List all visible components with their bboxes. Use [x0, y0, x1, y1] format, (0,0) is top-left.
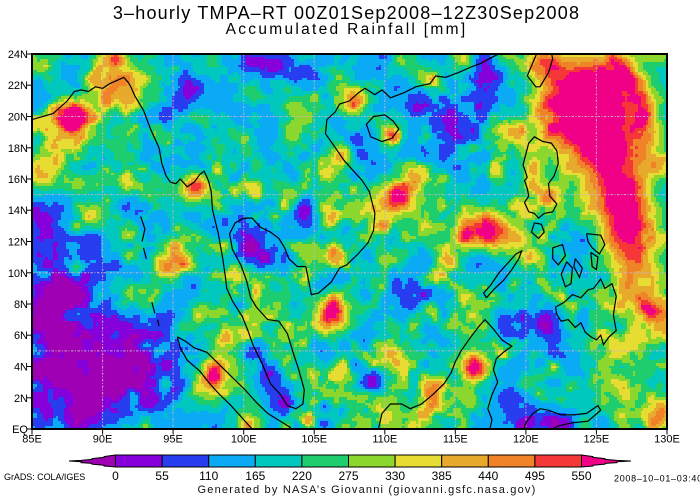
svg-text:18N: 18N — [8, 143, 28, 155]
svg-text:110: 110 — [199, 469, 218, 483]
svg-text:6N: 6N — [14, 330, 28, 342]
svg-text:130E: 130E — [654, 434, 680, 446]
svg-text:4N: 4N — [14, 362, 28, 374]
svg-text:95E: 95E — [163, 434, 183, 446]
svg-text:Generated by NASA’s Giovanni (: Generated by NASA’s Giovanni (giovanni.g… — [198, 484, 537, 496]
svg-text:24N: 24N — [8, 49, 28, 61]
svg-text:85E: 85E — [22, 434, 42, 446]
svg-text:110E: 110E — [372, 434, 397, 446]
svg-text:22N: 22N — [8, 80, 28, 92]
svg-text:105E: 105E — [301, 434, 327, 446]
svg-text:115E: 115E — [443, 434, 468, 446]
svg-text:125E: 125E — [584, 434, 610, 446]
svg-text:EQ: EQ — [12, 424, 28, 436]
svg-text:8N: 8N — [14, 299, 28, 311]
svg-text:220: 220 — [292, 469, 312, 483]
svg-text:0: 0 — [112, 469, 119, 483]
svg-text:10N: 10N — [8, 268, 28, 280]
svg-text:90E: 90E — [93, 434, 113, 446]
svg-text:3–hourly TMPA–RT 00Z01Sep2008–: 3–hourly TMPA–RT 00Z01Sep2008–12Z30Sep20… — [113, 3, 580, 23]
svg-text:14N: 14N — [8, 205, 28, 217]
svg-text:495: 495 — [525, 469, 545, 483]
svg-text:275: 275 — [338, 469, 358, 483]
svg-text:55: 55 — [155, 469, 169, 483]
svg-text:100E: 100E — [231, 434, 257, 446]
svg-text:20N: 20N — [8, 112, 28, 124]
svg-text:GrADS: COLA/IGES: GrADS: COLA/IGES — [4, 472, 85, 482]
svg-text:16N: 16N — [8, 174, 28, 186]
svg-text:165: 165 — [245, 469, 265, 483]
svg-text:2N: 2N — [14, 393, 28, 405]
svg-text:550: 550 — [571, 469, 591, 483]
svg-text:Accumulated Rainfall [mm]: Accumulated Rainfall [mm] — [226, 21, 468, 38]
svg-text:385: 385 — [432, 469, 452, 483]
svg-text:330: 330 — [385, 469, 405, 483]
svg-text:440: 440 — [478, 469, 498, 483]
svg-text:120E: 120E — [513, 434, 539, 446]
svg-text:12N: 12N — [8, 237, 28, 249]
svg-text:2008–10–01–03:40: 2008–10–01–03:40 — [614, 474, 700, 484]
